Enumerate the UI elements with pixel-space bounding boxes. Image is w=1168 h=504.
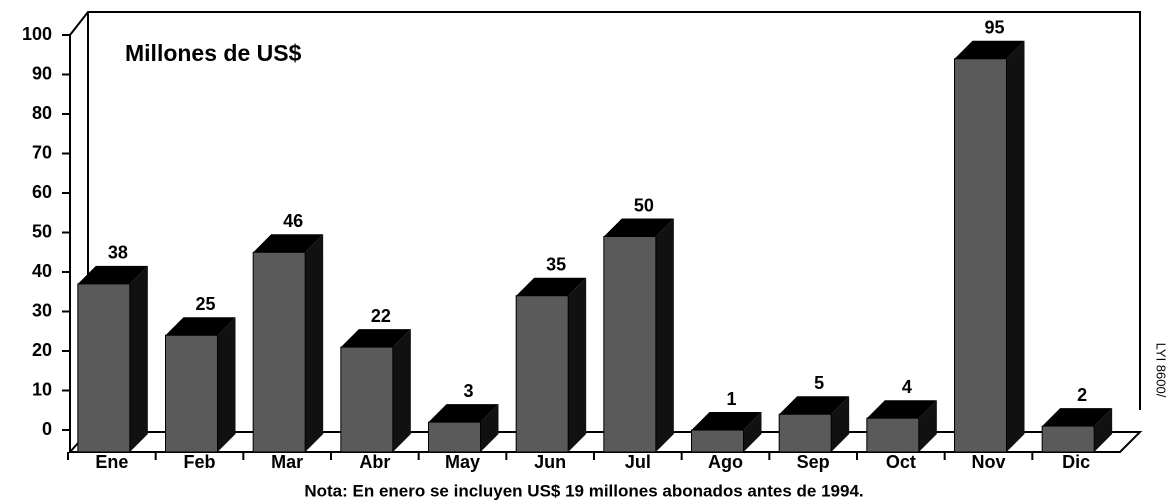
bar-top [165,317,236,336]
x-tick-label: Mar [271,452,303,472]
bar [603,218,674,453]
y-tick-label: 80 [32,103,52,123]
data-label: 38 [108,243,128,263]
back-wall [69,11,1141,410]
bar-top [1042,408,1113,427]
y-tick-label: 10 [32,379,52,399]
data-label: 95 [984,18,1004,38]
data-label: 2 [1077,385,1087,405]
x-tick-label: Dic [1062,452,1090,472]
bar [515,277,587,453]
data-label: 50 [634,195,654,215]
data-label: 1 [726,389,736,409]
y-tick-label: 40 [32,261,52,281]
x-tick-label: Sep [797,452,830,472]
bar-top [954,40,1025,59]
note: Nota: En enero se incluyen US$ 19 millon… [304,481,863,500]
bar-side [480,404,499,452]
bar-front [691,429,744,453]
bar [691,412,762,453]
data-label: 25 [195,294,215,314]
bar-front [515,295,569,453]
x-tick-label: Abr [359,452,390,472]
bar-top [691,412,762,431]
data-label: 35 [546,255,566,275]
y-tick-label: 70 [32,142,52,162]
bar-front [603,236,657,453]
bar-front [165,334,218,453]
y-tick-label: 60 [32,182,52,202]
bar-front [77,283,131,453]
x-tick-label: Feb [183,452,215,472]
bar-front [1041,425,1095,453]
bar-side [831,396,850,452]
bar-side [217,317,236,452]
bar-front [954,58,1007,453]
x-tick-label: Nov [971,452,1005,472]
bar [252,234,324,453]
chart-title: Millones de US$ [125,40,302,66]
bar-top [428,404,499,423]
bar-top [779,396,850,415]
bar [866,400,937,453]
x-tick-label: Oct [886,452,916,472]
y-tick-label: 20 [32,340,52,360]
bar-side [129,265,148,452]
bar [1041,408,1113,453]
bar-side [1094,408,1113,452]
bar-top [866,400,937,419]
data-label: 4 [902,377,912,397]
bar-top [516,277,587,296]
data-label: 5 [814,373,824,393]
bar-top [340,329,411,348]
bar-front [778,413,832,453]
x-tick-label: May [445,452,480,472]
bar-front [866,417,920,453]
bar [77,265,148,453]
bar [428,404,499,453]
x-tick-label: Ene [95,452,128,472]
bar [778,396,850,453]
y-tick-label: 90 [32,63,52,83]
x-tick-label: Ago [708,452,743,472]
figure-id: LYI 8600/ [1154,343,1168,398]
bar-top [253,234,324,253]
bar-side [918,400,937,452]
bar-top [77,265,148,284]
y-tick-label: 100 [22,24,52,44]
bar-front [252,251,306,453]
bar-front [340,346,394,453]
data-label: 46 [283,211,303,231]
bar [165,317,236,453]
data-label: 22 [371,306,391,326]
bar-side [568,277,587,452]
bar [340,329,411,453]
bar-top [603,218,674,237]
bar-side [743,412,762,452]
y-tick-label: 0 [42,419,52,439]
bar-side [655,218,674,452]
bar-side [392,329,411,452]
bar-side [305,234,324,452]
x-tick-label: Jul [625,452,651,472]
bar-side [1006,40,1025,452]
data-label: 3 [463,381,473,401]
y-tick-label: 30 [32,300,52,320]
bar [954,40,1025,453]
y-tick-label: 50 [32,221,52,241]
x-tick-label: Jun [534,452,566,472]
bar-front [428,421,481,453]
